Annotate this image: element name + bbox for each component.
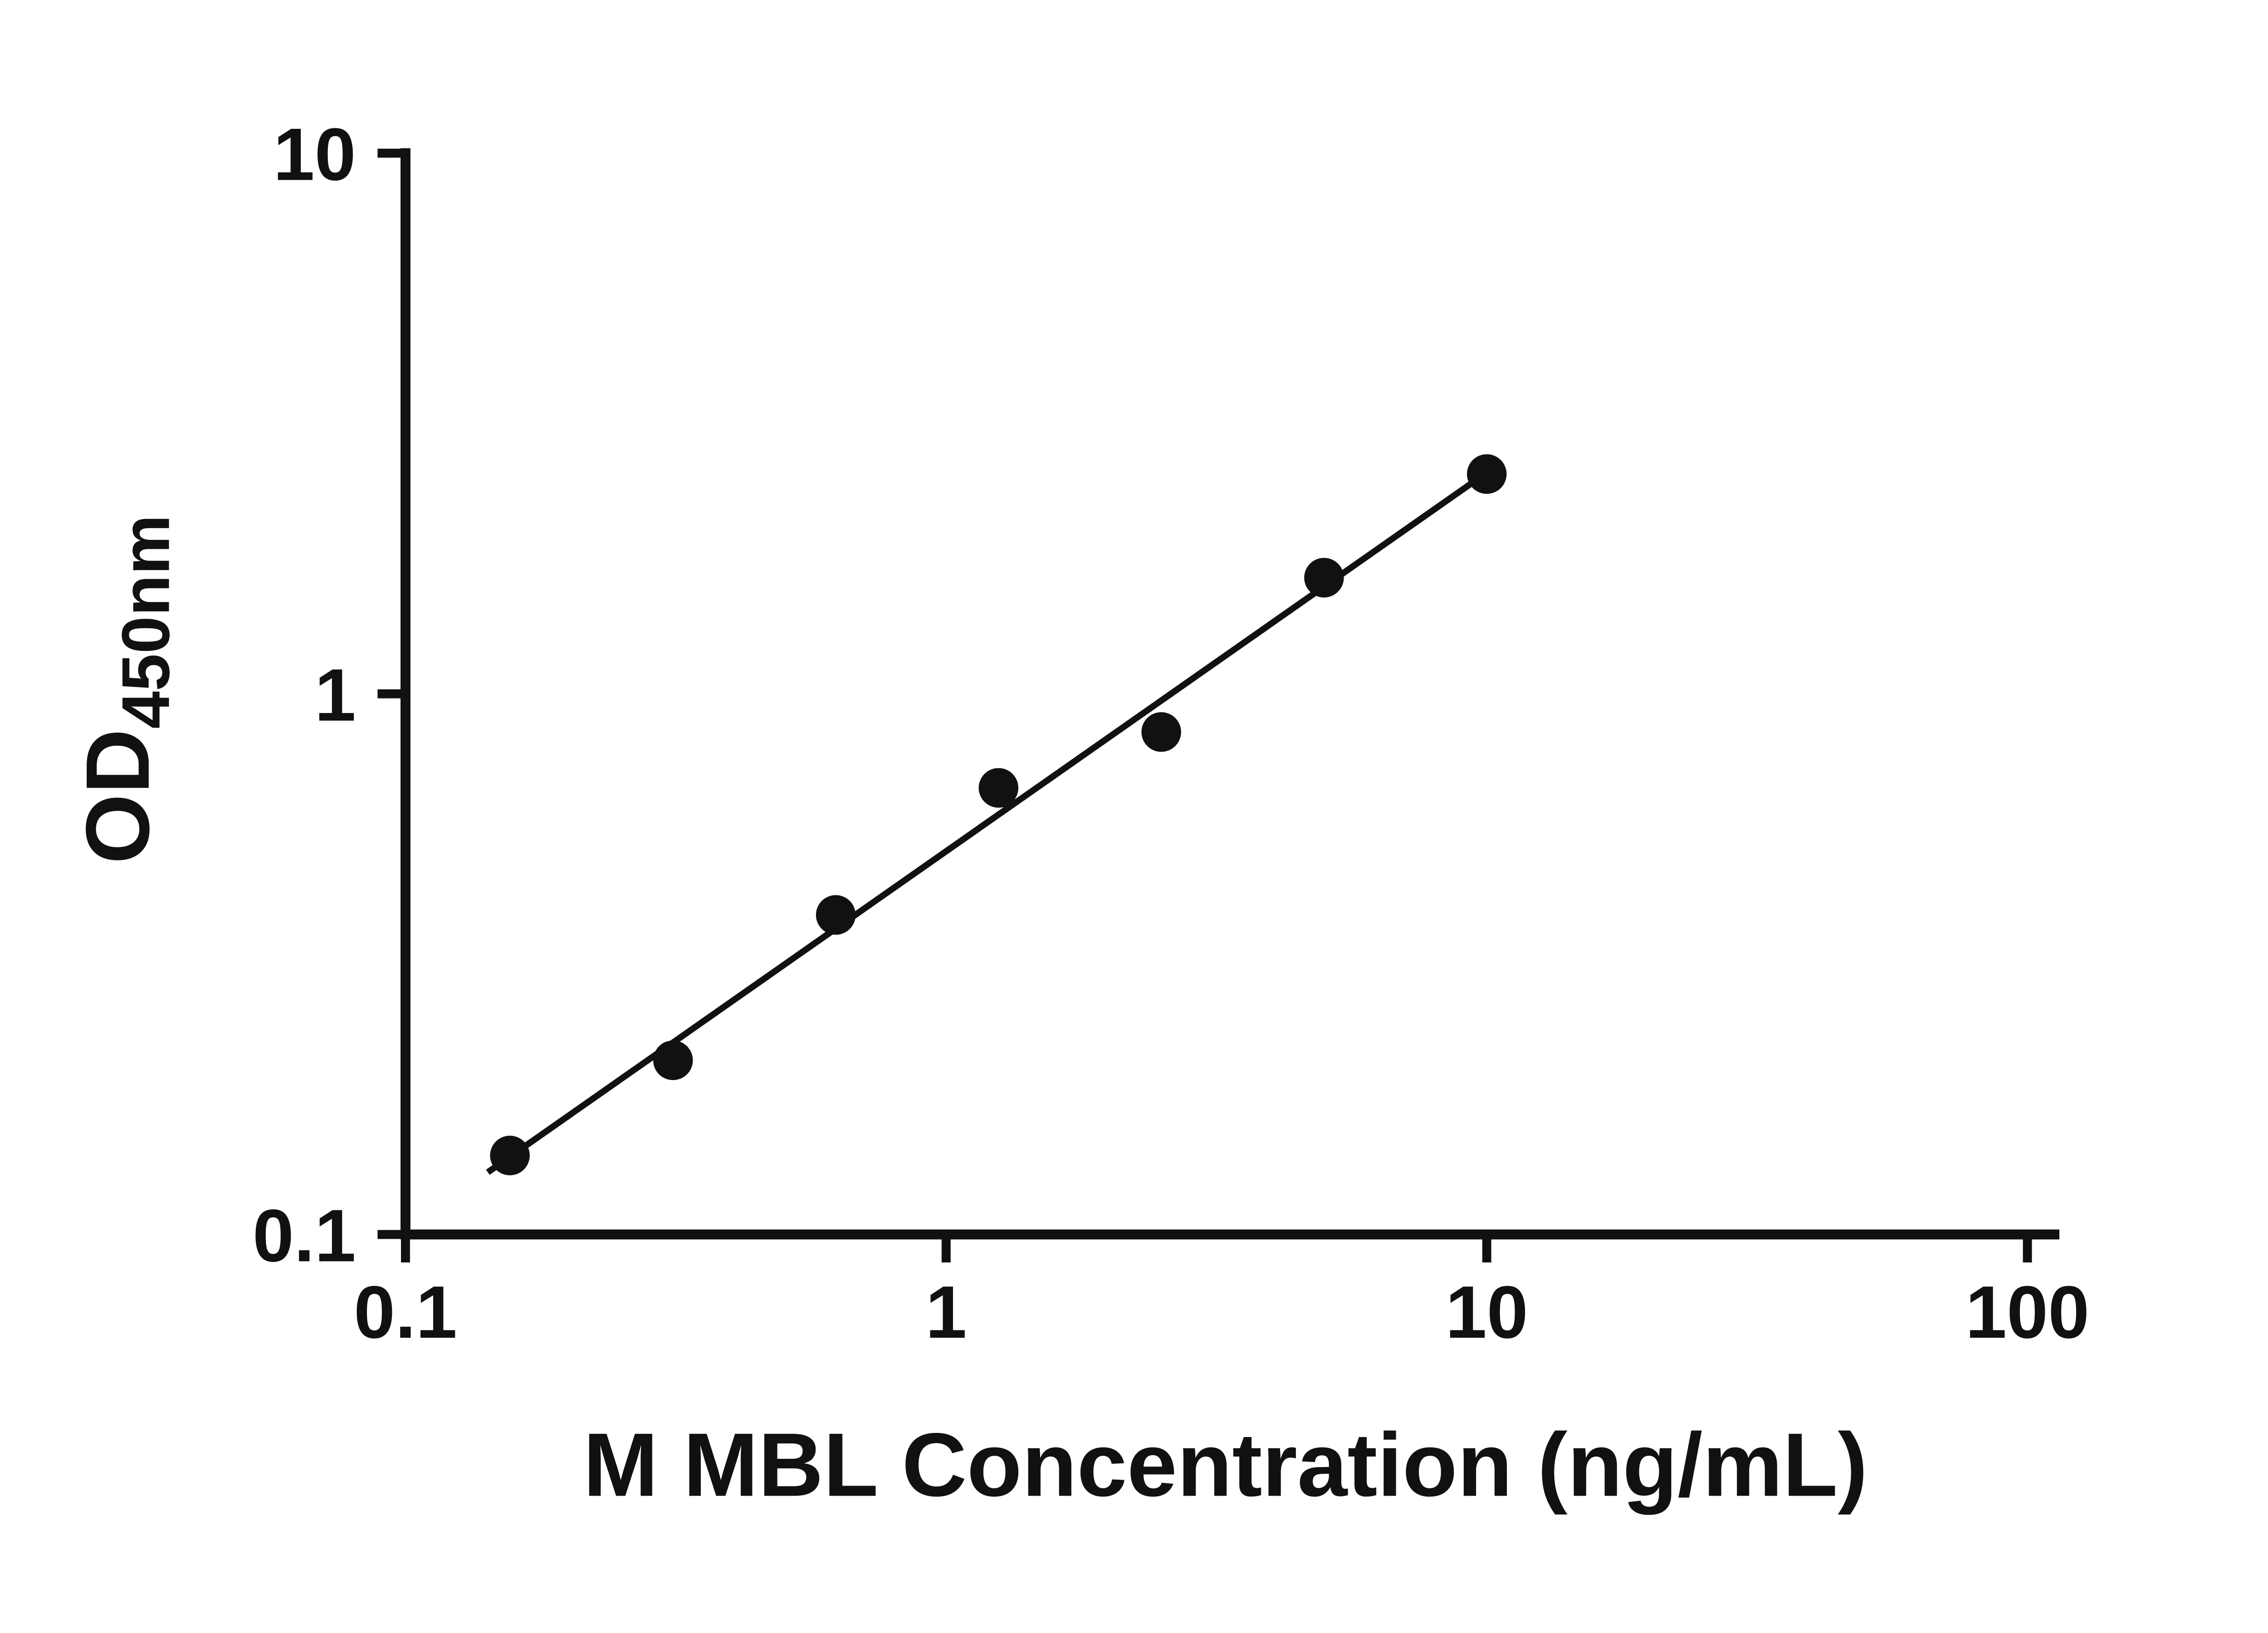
y-tick-label: 0.1 bbox=[253, 1194, 356, 1277]
axes-layer: 0.1 1 10 100 0.1 1 10 bbox=[253, 113, 2089, 1354]
x-tick-label: 1 bbox=[925, 1271, 967, 1354]
y-tick-label: 1 bbox=[315, 654, 356, 737]
data-point bbox=[978, 768, 1019, 808]
x-tick-label: 0.1 bbox=[354, 1271, 457, 1354]
x-tick-label: 100 bbox=[1965, 1271, 2089, 1354]
series-layer bbox=[486, 454, 1507, 1176]
y-axis-title-base: OD bbox=[68, 729, 168, 864]
data-point bbox=[1467, 454, 1507, 494]
x-tick-label: 10 bbox=[1446, 1271, 1528, 1354]
data-point bbox=[1304, 557, 1344, 598]
data-point bbox=[1141, 712, 1181, 752]
data-point bbox=[816, 895, 856, 935]
y-axis-title: OD450nm bbox=[68, 515, 184, 864]
data-point bbox=[653, 1040, 693, 1081]
y-tick-label: 10 bbox=[273, 113, 356, 196]
x-axis-title: M MBL Concentration (ng/mL) bbox=[583, 1415, 1868, 1516]
data-point bbox=[490, 1135, 530, 1176]
y-axis-title-subscript: 450nm bbox=[108, 515, 183, 729]
